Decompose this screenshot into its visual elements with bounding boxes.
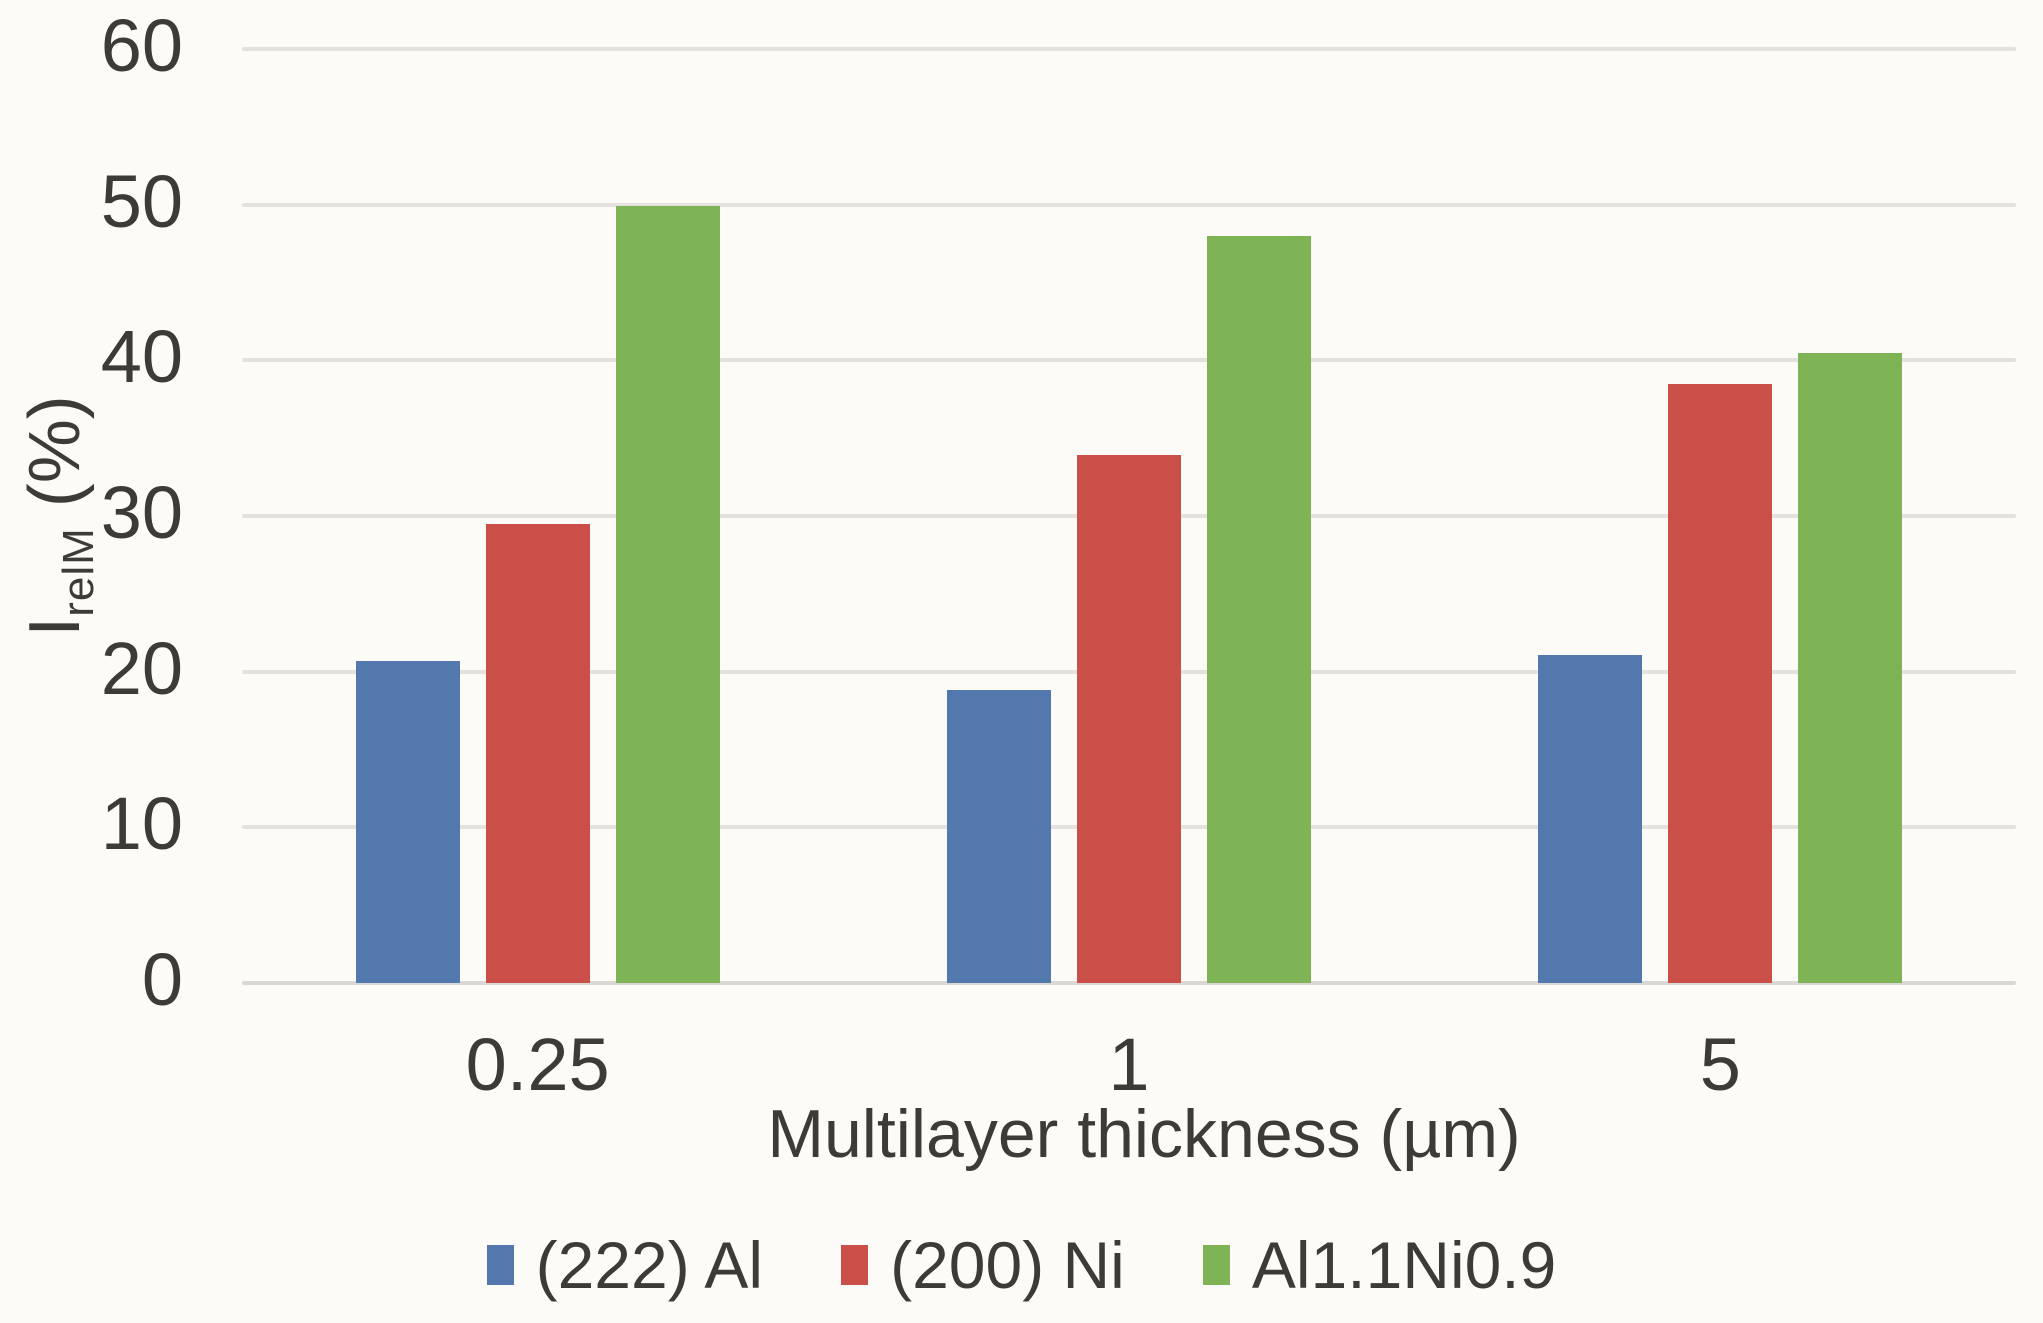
- y-tick-label-10: 10: [100, 782, 183, 866]
- legend-label-222-al: (222) Al: [535, 1228, 764, 1302]
- x-tick-label-5: 5: [1699, 1023, 1741, 1106]
- y-tick-label-0: 0: [141, 938, 183, 1022]
- x-tick-label-1: 1: [1108, 1023, 1150, 1106]
- y-axis-title: IrelM (%): [15, 395, 103, 637]
- y-tick-label-20: 20: [100, 626, 183, 710]
- y-axis-title-suffix: (%): [15, 395, 95, 528]
- x-axis-line: [242, 981, 2016, 985]
- bar-al1-1ni0-9-5: [1798, 352, 1903, 983]
- bar-222-al-0-25: [355, 660, 460, 983]
- bar-200-ni-5: [1668, 383, 1773, 983]
- chart-legend: (222) Al (200) Ni Al1.1Ni0.9: [0, 1232, 2043, 1298]
- y-tick-label-60: 60: [100, 4, 183, 88]
- gridline-50: [242, 202, 2016, 207]
- y-tick-label-50: 50: [100, 159, 183, 243]
- y-tick-label-30: 30: [100, 471, 183, 555]
- x-tick-label-0-25: 0.25: [465, 1023, 610, 1106]
- bar-222-al-5: [1538, 654, 1643, 983]
- legend-item-200-ni: (200) Ni: [841, 1232, 1125, 1298]
- x-axis-title: Multilayer thickness (µm): [767, 1096, 1521, 1172]
- legend-swatch-200-ni: [841, 1245, 869, 1285]
- y-axis-title-main: I: [15, 616, 95, 637]
- gridline-40: [242, 358, 2016, 363]
- bar-222-al-1: [947, 690, 1051, 983]
- legend-swatch-al1-1ni0-9: [1202, 1245, 1230, 1285]
- legend-label-200-ni: (200) Ni: [890, 1228, 1125, 1302]
- gridline-60: [242, 47, 2016, 51]
- legend-swatch-222-al: [486, 1245, 514, 1285]
- legend-item-222-al: (222) Al: [486, 1228, 764, 1302]
- bar-200-ni-1: [1077, 455, 1181, 983]
- legend-label-al1-1ni0-9: Al1.1Ni0.9: [1251, 1228, 1557, 1302]
- bar-al1-1ni0-9-1: [1207, 235, 1311, 983]
- bar-200-ni-0-25: [485, 523, 590, 983]
- y-axis-title-subscript: relM: [54, 527, 103, 617]
- legend-item-al1-1ni0-9: Al1.1Ni0.9: [1202, 1228, 1557, 1302]
- bar-al1-1ni0-9-0-25: [615, 206, 720, 983]
- y-tick-label-40: 40: [100, 315, 183, 399]
